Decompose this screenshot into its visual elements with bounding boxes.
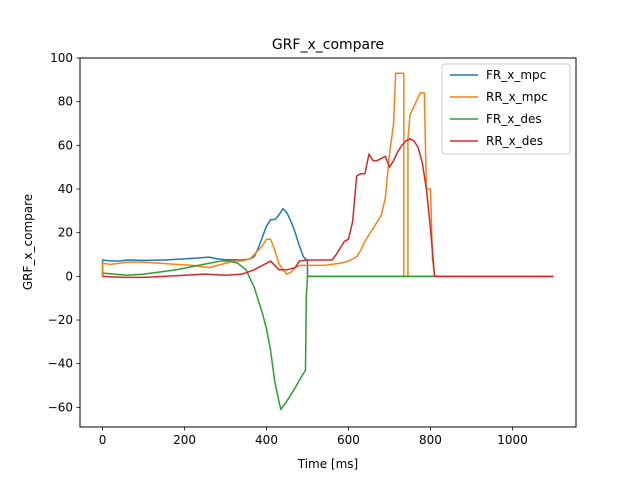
legend-label: RR_x_mpc bbox=[486, 90, 548, 104]
y-tick-label: 60 bbox=[58, 138, 73, 152]
legend-label: FR_x_mpc bbox=[486, 68, 546, 82]
series-line-rr-x-des bbox=[102, 138, 554, 279]
legend-box bbox=[441, 63, 571, 155]
x-tick-label: 800 bbox=[419, 433, 442, 447]
series-line-fr-x-des bbox=[102, 260, 554, 411]
plot-area-frame bbox=[79, 57, 577, 428]
y-tick-label: 0 bbox=[65, 269, 73, 283]
x-tick-label: 600 bbox=[337, 433, 360, 447]
series-line-fr-x-mpc bbox=[101, 207, 554, 278]
y-axis-label: GRF_x_compare bbox=[21, 194, 35, 290]
y-tick-label: 80 bbox=[58, 95, 73, 109]
x-axis-label: Time [ms] bbox=[297, 457, 359, 471]
series-line-rr-x-mpc bbox=[101, 72, 554, 278]
legend-label: RR_x_des bbox=[486, 134, 543, 148]
x-axis: 0 200 400 600 800 1000 bbox=[99, 427, 528, 447]
y-tick-label: 100 bbox=[50, 51, 73, 65]
legend: FR_x_mpc RR_x_mpc FR_x_des RR_x_des bbox=[441, 63, 571, 155]
x-tick-label: 400 bbox=[255, 433, 278, 447]
x-tick-label: 0 bbox=[99, 433, 107, 447]
legend-label: FR_x_des bbox=[486, 112, 542, 126]
chart-title: GRF_x_compare bbox=[272, 37, 384, 53]
x-tick-label: 200 bbox=[173, 433, 196, 447]
y-axis: −60 −40 −20 0 20 40 60 80 100 bbox=[48, 51, 80, 414]
y-tick-label: 40 bbox=[58, 182, 73, 196]
y-tick-label: −20 bbox=[48, 313, 73, 327]
y-tick-label: −60 bbox=[48, 400, 73, 414]
y-tick-label: −40 bbox=[48, 357, 73, 371]
x-tick-label: 1000 bbox=[497, 433, 528, 447]
y-tick-label: 20 bbox=[58, 226, 73, 240]
